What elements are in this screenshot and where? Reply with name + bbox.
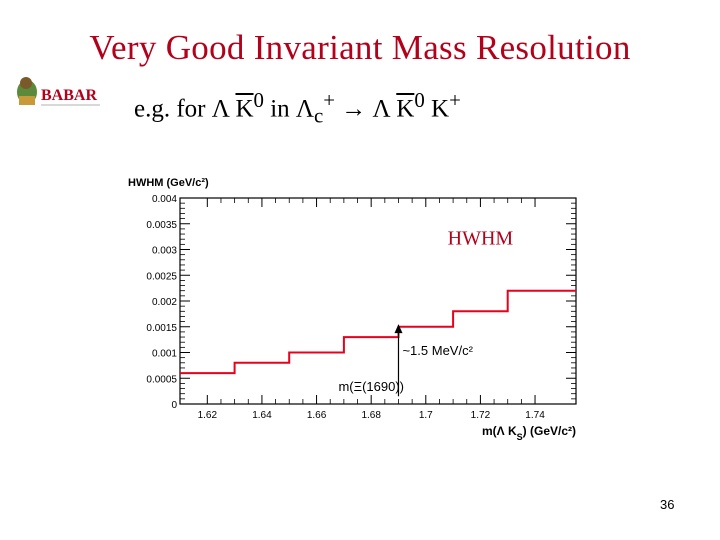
y-tick-label: 0.0005 xyxy=(146,374,177,385)
x-tick-label: 1.7 xyxy=(419,410,433,421)
x-axis-label: m(Λ KS) (GeV/c²) xyxy=(482,424,576,442)
slide-subtitle: e.g. for Λ K0 in Λc+ → Λ K0 K+ xyxy=(134,88,461,128)
y-tick-label: 0.002 xyxy=(152,297,177,308)
chart-axes: HWHM (GeV/c²) m(Λ KS) (GeV/c²) xyxy=(128,177,577,442)
y-tick-label: 0 xyxy=(171,400,177,411)
hwhm-annotation: HWHM xyxy=(448,227,514,249)
babar-logo: BABAR xyxy=(17,77,100,106)
y-tick-label: 0.0015 xyxy=(146,323,177,334)
x-tick-label: 1.72 xyxy=(471,410,491,421)
chart-annotations: HWHM ~1.5 MeV/c² m(Ξ(1690)) xyxy=(338,227,514,397)
svg-text:BABAR: BABAR xyxy=(41,87,97,104)
y-tick-label: 0.0035 xyxy=(146,220,177,231)
hwhm-chart: HWHM (GeV/c²)m(Λ KS) (GeV/c²) 1.62 1.64 1.… xyxy=(128,177,577,442)
y-tick-label: 0.001 xyxy=(152,349,177,360)
x-tick-label: 1.74 xyxy=(525,410,545,421)
slide-title: Very Good Invariant Mass Resolution xyxy=(89,28,631,67)
y-tick-label: 0.0025 xyxy=(146,271,177,282)
y-axis-label: HWHM (GeV/c²) xyxy=(128,177,209,189)
xi-mass-arrowhead xyxy=(394,324,403,334)
y-tick-label: 0.003 xyxy=(152,246,177,257)
x-tick-label: 1.68 xyxy=(361,410,381,421)
chart-series xyxy=(180,289,576,375)
x-tick-label: 1.62 xyxy=(198,410,218,421)
x-tick-label: 1.64 xyxy=(252,410,272,421)
hwhm-series-line xyxy=(180,289,576,375)
plot-frame xyxy=(179,197,577,405)
chart-ticks: 1.62 1.64 1.66 1.68 1.7 1.72 1.74 0 0.0005 0.001 0… xyxy=(146,194,576,421)
x-tick-label: 1.66 xyxy=(307,410,327,421)
resolution-annotation: ~1.5 MeV/c² xyxy=(402,343,473,358)
xi-mass-annotation: m(Ξ(1690)) xyxy=(338,379,404,394)
slide-number: 36 xyxy=(660,497,675,512)
y-tick-label: 0.004 xyxy=(152,194,177,205)
